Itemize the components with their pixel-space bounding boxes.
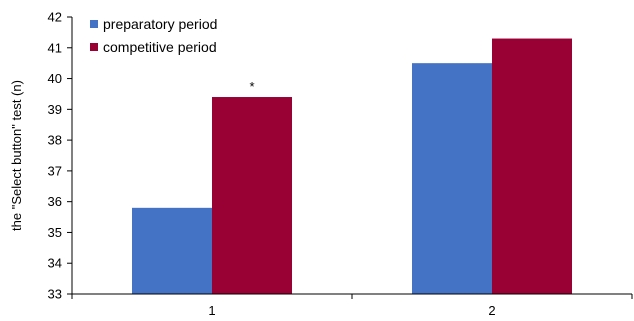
y-tick-label: 38 (48, 133, 62, 148)
legend-swatch-preparatory-period (90, 20, 98, 28)
y-tick-label: 34 (48, 256, 62, 271)
significance-marker: * (249, 79, 254, 94)
y-tick-label: 37 (48, 163, 62, 178)
y-tick-label: 41 (48, 40, 62, 55)
x-tick-label: 1 (208, 303, 215, 318)
y-tick-label: 42 (48, 10, 62, 25)
bar-preparatory-period-1 (132, 207, 212, 294)
legend-label-preparatory-period: preparatory period (103, 16, 217, 32)
y-tick-label: 39 (48, 102, 62, 117)
y-tick-label: 33 (48, 287, 62, 302)
bar-preparatory-period-2 (412, 63, 492, 294)
axes-layer: 1 2 * 33 34 35 36 37 38 39 40 41 42 (48, 10, 633, 318)
bar-competitive-period-1 (212, 97, 292, 295)
legend-label-competitive-period: competitive period (103, 39, 217, 55)
y-tick-label: 35 (48, 225, 62, 240)
y-tick-label: 36 (48, 194, 62, 209)
y-tick-label: 40 (48, 71, 62, 86)
legend: preparatory period competitive period (90, 16, 217, 55)
bars-layer (132, 38, 572, 295)
legend-swatch-competitive-period (90, 43, 98, 51)
x-tick-label: 2 (488, 303, 495, 318)
bar-competitive-period-2 (492, 38, 572, 294)
y-axis-title: the "Select button" test (n) (9, 80, 24, 231)
